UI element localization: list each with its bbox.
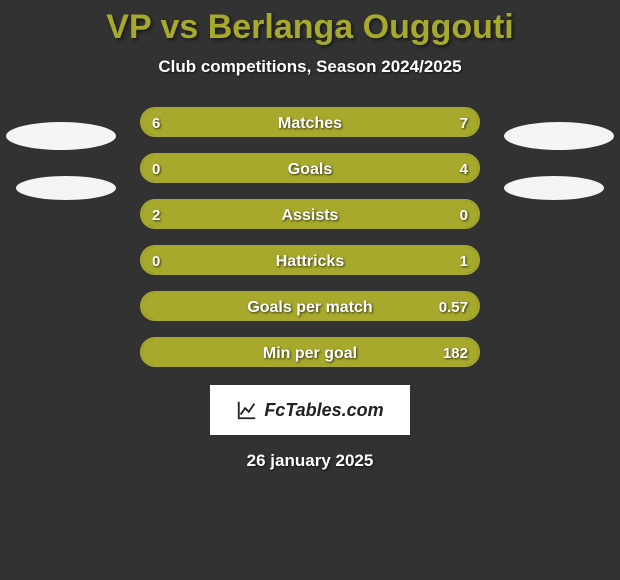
stat-value-right: 0 [460, 201, 468, 229]
stat-value-right: 1 [460, 247, 468, 275]
comparison-chart: Matches67Goals04Assists20Hattricks01Goal… [0, 107, 620, 373]
stat-label: Assists [142, 201, 478, 229]
stat-value-right: 7 [460, 109, 468, 137]
stat-row: Goals0 4 [0, 153, 620, 189]
stat-label: Matches [142, 109, 478, 137]
stat-row: Goals per match0.57 [0, 291, 620, 327]
footer-logo-text: FcTables.com [264, 400, 383, 421]
stat-bar-container: Assists2 0 [140, 199, 480, 229]
stat-row: Hattricks0 1 [0, 245, 620, 281]
stat-bar-container: Hattricks0 1 [140, 245, 480, 275]
footer-logo: FcTables.com [210, 385, 410, 435]
stat-value-right: 4 [460, 155, 468, 183]
page-subtitle: Club competitions, Season 2024/2025 [0, 57, 620, 77]
stat-label: Min per goal [142, 339, 478, 367]
stat-value-left: 0 [152, 247, 160, 275]
stat-label: Goals [142, 155, 478, 183]
chart-icon [236, 399, 258, 421]
footer-date: 26 january 2025 [0, 451, 620, 471]
stat-row: Matches6 7 [0, 107, 620, 143]
stat-bar-container: Matches6 7 [140, 107, 480, 137]
stat-bar-container: Goals0 4 [140, 153, 480, 183]
page-title: VP vs Berlanga Ouggouti [0, 0, 620, 47]
stat-value-left: 6 [152, 109, 160, 137]
stat-bar-container: Min per goal182 [140, 337, 480, 367]
stat-label: Hattricks [142, 247, 478, 275]
stat-row: Assists2 0 [0, 199, 620, 235]
stat-value-left: 0 [152, 155, 160, 183]
stat-value-right: 182 [443, 339, 468, 367]
stat-label: Goals per match [142, 293, 478, 321]
stat-value-right: 0.57 [439, 293, 468, 321]
stat-bar-container: Goals per match0.57 [140, 291, 480, 321]
stat-value-left: 2 [152, 201, 160, 229]
stat-row: Min per goal182 [0, 337, 620, 373]
